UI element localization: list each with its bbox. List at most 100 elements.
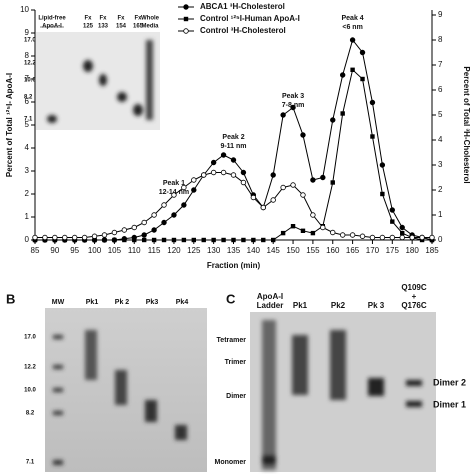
marker [290, 182, 296, 188]
marker [161, 202, 167, 208]
band-label: Dimer 1 [433, 399, 466, 409]
y-tick-label: 8 [25, 51, 30, 60]
lane-label: Pk1 [86, 299, 99, 306]
x-tick-label: 125 [187, 246, 201, 255]
marker [429, 234, 435, 241]
marker [122, 237, 127, 243]
x-tick-label: 140 [247, 246, 261, 255]
marker [230, 172, 237, 178]
marker [380, 191, 385, 197]
marker [183, 4, 189, 10]
marker [171, 192, 177, 198]
x-tick-label: 115 [148, 246, 161, 255]
marker [221, 237, 226, 243]
y-axis-title: Percent of Total ¹²⁵I- ApoA-I [5, 73, 14, 177]
marker [191, 237, 196, 243]
inset-size-label: 7.1 [24, 117, 33, 123]
marker [300, 132, 306, 138]
inset-lane-label: 125 [83, 24, 94, 30]
inset-lane-label: ApoA-I [42, 24, 62, 30]
x-tick-label: 175 [386, 246, 400, 255]
band-label: Dimer 2 [433, 377, 466, 387]
marker [210, 159, 217, 166]
marker [201, 172, 207, 178]
marker [71, 234, 78, 241]
marker [210, 169, 217, 176]
series-line [35, 172, 432, 238]
marker [131, 224, 137, 231]
gel-b [45, 308, 207, 472]
marker [240, 169, 247, 176]
marker [379, 162, 386, 168]
marker [290, 224, 296, 229]
x-tick-label: 150 [286, 246, 300, 255]
marker [339, 72, 346, 78]
marker [310, 212, 316, 218]
x-tick-label: 165 [346, 246, 360, 255]
legend-label: Control ³H-Cholesterol [200, 26, 286, 35]
inset-gel [36, 32, 160, 130]
annotation: Peak 2 [222, 134, 244, 141]
marker [359, 233, 366, 239]
marker [330, 117, 336, 123]
lane-label: + [412, 292, 417, 301]
y-tick-label: 6 [25, 97, 30, 106]
lane-label: Pk 3 [368, 301, 385, 310]
lane-label: Pk4 [176, 299, 189, 306]
y2-tick-label: 5 [438, 110, 443, 119]
marker [280, 230, 286, 236]
inset-lane-label: 133 [98, 24, 109, 30]
marker [340, 111, 345, 116]
marker [399, 234, 405, 241]
marker [141, 237, 147, 243]
marker [310, 177, 316, 183]
lane-label: Q176C [401, 301, 427, 310]
inset-lane-label: Lipid-free [38, 16, 66, 22]
marker [201, 237, 206, 243]
y2-tick-label: 2 [438, 185, 443, 194]
inset-lane-label: 165 [133, 24, 144, 30]
annotation: Peak 1 [163, 180, 185, 187]
panel-letter: C [226, 291, 236, 306]
annotation: <6 nm [342, 24, 362, 31]
marker [151, 237, 157, 243]
marker [211, 237, 216, 243]
annotation: 9-11 nm [220, 143, 246, 150]
marker [220, 152, 227, 158]
y2-tick-label: 6 [438, 85, 443, 94]
inset-lane-label: Fx [134, 16, 142, 22]
x-tick-label: 85 [31, 246, 40, 255]
marker [141, 232, 147, 238]
inset-lane-label: Media [141, 24, 159, 30]
marker [151, 212, 157, 218]
marker [161, 219, 167, 226]
inset-size-label: 10.0 [24, 78, 36, 84]
lane-label: MW [52, 299, 65, 306]
y-tick-label: 7 [25, 74, 30, 83]
marker [370, 134, 375, 139]
marker [320, 224, 326, 231]
marker [300, 192, 306, 198]
marker [349, 232, 356, 238]
marker [389, 207, 395, 213]
legend-label: Control ¹²⁵I-Human ApoA-I [200, 14, 300, 23]
marker [290, 104, 296, 111]
marker [419, 234, 425, 241]
x-tick-label: 135 [227, 246, 241, 255]
marker [42, 234, 48, 241]
y-tick-label: 9 [25, 28, 30, 37]
marker [101, 232, 108, 238]
inset-lane-label: Whole [141, 16, 160, 22]
inset-size-label: 12.2 [24, 61, 36, 67]
annotation: Peak 4 [342, 15, 364, 22]
size-label: 8.2 [26, 411, 35, 417]
marker [349, 37, 356, 43]
marker [271, 237, 276, 243]
marker [231, 237, 236, 243]
marker [379, 234, 386, 241]
marker [409, 234, 415, 241]
x-tick-label: 145 [267, 246, 281, 255]
y2-tick-label: 7 [438, 60, 443, 69]
marker [260, 204, 266, 211]
